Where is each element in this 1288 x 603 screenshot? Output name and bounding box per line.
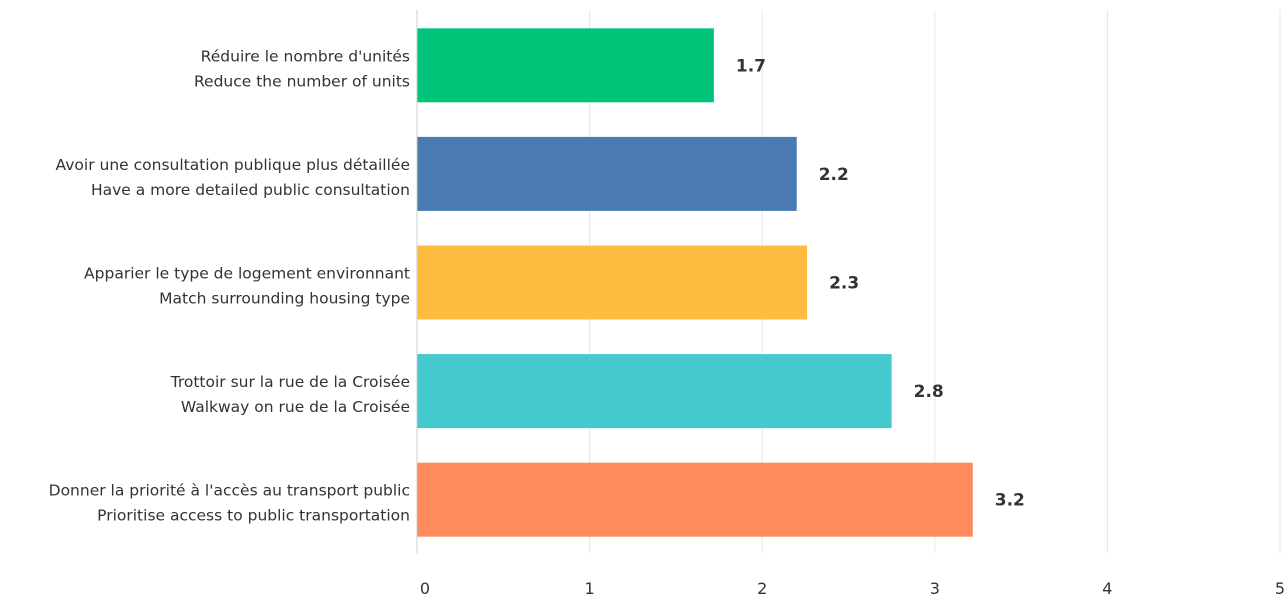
category-labels: Réduire le nombre d'unités Reduce the num… bbox=[49, 47, 410, 524]
category-label-2-line-2: Have a more detailed public consultation bbox=[91, 181, 410, 199]
bar-5 bbox=[417, 462, 973, 537]
bar-4 bbox=[417, 354, 892, 429]
value-label-4: 2.8 bbox=[914, 382, 944, 402]
value-label-2: 2.2 bbox=[819, 165, 849, 185]
value-labels: 1.7 2.2 2.3 2.8 3.2 bbox=[736, 56, 1025, 510]
category-label-1-line-1: Réduire le nombre d'unités bbox=[201, 47, 410, 65]
x-tick-label-4: 4 bbox=[1102, 579, 1112, 598]
x-tick-label-1: 1 bbox=[585, 579, 595, 598]
bar-1 bbox=[417, 28, 714, 103]
x-tick-label-2: 2 bbox=[757, 579, 767, 598]
category-label-5-line-2: Prioritise access to public transportati… bbox=[97, 507, 410, 525]
value-label-5: 3.2 bbox=[995, 491, 1025, 511]
x-tick-label-3: 3 bbox=[930, 579, 940, 598]
category-label-5-line-1: Donner la priorité à l'accès au transpor… bbox=[49, 482, 410, 500]
category-label-3-line-2: Match surrounding housing type bbox=[159, 290, 410, 308]
bars bbox=[417, 28, 973, 537]
grid-lines bbox=[589, 10, 1281, 553]
bar-3 bbox=[417, 245, 808, 320]
bar-2 bbox=[417, 136, 797, 211]
category-label-1-line-2: Reduce the number of units bbox=[194, 72, 410, 90]
x-tick-label-5: 5 bbox=[1275, 579, 1285, 598]
category-label-4-line-1: Trottoir sur la rue de la Croisée bbox=[170, 373, 410, 391]
x-tick-label-0: 0 bbox=[420, 579, 430, 598]
category-label-2-line-1: Avoir une consultation publique plus dét… bbox=[56, 156, 410, 174]
category-label-4-line-2: Walkway on rue de la Croisée bbox=[181, 398, 410, 416]
value-label-1: 1.7 bbox=[736, 56, 766, 76]
x-tick-labels: 0 1 2 3 4 5 bbox=[420, 579, 1285, 598]
category-label-3-line-1: Apparier le type de logement environnant bbox=[84, 265, 410, 283]
value-label-3: 2.3 bbox=[829, 274, 859, 294]
